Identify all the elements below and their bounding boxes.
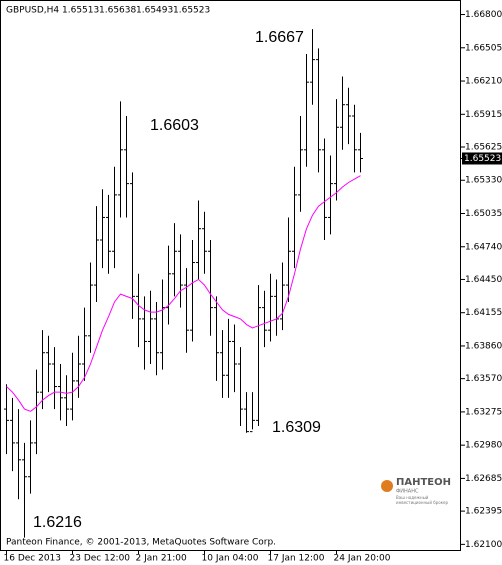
logo: ПАНТЕОН ФИНАНС Ваш надежный инвестиционн… [381, 477, 451, 505]
y-tick-label: 1.65330 [465, 176, 502, 186]
y-tick-label: 1.64740 [465, 242, 502, 252]
plot-frame [0, 0, 461, 551]
current-price-label: 1.65523 [464, 154, 501, 164]
annotation: 1.6603 [150, 117, 199, 134]
y-tick-label: 1.63275 [465, 407, 502, 417]
y-tick-label: 1.63570 [465, 374, 502, 384]
y-tick-label: 1.64155 [465, 308, 502, 318]
y-tick-label: 1.66800 [465, 10, 502, 20]
annotation: 1.6216 [33, 514, 82, 531]
x-tick-label: 2 Jan 21:00 [136, 554, 188, 564]
x-tick-label: 17 Jan 12:00 [268, 554, 325, 564]
logo-name: ПАНТЕОН [396, 477, 451, 488]
header-value: 1.65493 [136, 6, 173, 16]
logo-tagline: инвестиционный брокер [396, 500, 449, 505]
y-tick-label: 1.65035 [465, 209, 502, 219]
y-tick-label: 1.62100 [465, 540, 502, 550]
chart-title: GBPUSD,H4 [6, 6, 59, 16]
y-tick-label: 1.65625 [465, 142, 502, 152]
moving-average [6, 175, 361, 412]
x-tick-label: 23 Dec 12:00 [70, 554, 131, 564]
logo-sub: ФИНАНС [396, 489, 419, 495]
y-tick-label: 1.62395 [465, 507, 502, 517]
y-tick-label: 1.65915 [465, 110, 502, 120]
y-tick-label: 1.62980 [465, 441, 502, 451]
y-tick-label: 1.64450 [465, 275, 502, 285]
logo-tagline: Ваш надежный [396, 495, 429, 500]
logo-icon [381, 480, 393, 492]
header-value: 1.65638 [99, 6, 136, 16]
annotation: 1.6309 [272, 419, 321, 436]
y-tick-label: 1.66210 [465, 77, 502, 87]
x-tick-label: 10 Jan 04:00 [202, 554, 259, 564]
y-tick-label: 1.63860 [465, 341, 502, 351]
y-tick-label: 1.66505 [465, 43, 502, 53]
annotation: 1.6667 [255, 29, 304, 46]
header-value: 1.65523 [173, 6, 210, 16]
footer: Panteon Finance, © 2001-2013, MetaQuotes… [6, 538, 276, 548]
current-price-box [462, 152, 502, 165]
header-value: 1.65513 [62, 6, 99, 16]
x-tick-label: 16 Dec 2013 [4, 554, 62, 564]
x-tick-label: 24 Jan 20:00 [334, 554, 391, 564]
y-tick-label: 1.62685 [465, 474, 502, 484]
